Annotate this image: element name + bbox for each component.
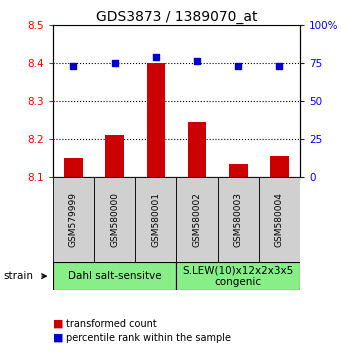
Point	[153, 54, 159, 59]
Bar	[64, 158, 83, 177]
Bar	[177, 262, 300, 290]
Bar	[270, 156, 289, 177]
Bar	[53, 177, 94, 262]
Point	[112, 60, 117, 66]
Text: Dahl salt-sensitve: Dahl salt-sensitve	[68, 271, 162, 281]
Text: percentile rank within the sample: percentile rank within the sample	[66, 333, 232, 343]
Text: ■: ■	[53, 319, 63, 329]
Text: GSM580003: GSM580003	[234, 192, 243, 247]
Text: GSM580002: GSM580002	[193, 192, 202, 247]
Text: ■: ■	[53, 333, 63, 343]
Point	[71, 63, 76, 69]
Bar	[177, 177, 218, 262]
Point	[236, 63, 241, 69]
Text: GSM580001: GSM580001	[151, 192, 160, 247]
Text: strain: strain	[3, 271, 33, 281]
Title: GDS3873 / 1389070_at: GDS3873 / 1389070_at	[96, 10, 257, 24]
Bar	[259, 177, 300, 262]
Bar	[147, 63, 165, 177]
Bar	[188, 122, 206, 177]
Point	[277, 63, 282, 69]
Text: GSM580004: GSM580004	[275, 192, 284, 247]
Bar	[229, 164, 248, 177]
Bar	[218, 177, 259, 262]
Bar	[53, 262, 177, 290]
Point	[194, 58, 200, 64]
Bar	[105, 135, 124, 177]
Text: GSM580000: GSM580000	[110, 192, 119, 247]
Text: transformed count: transformed count	[66, 319, 157, 329]
Bar	[135, 177, 177, 262]
Text: GSM579999: GSM579999	[69, 192, 78, 247]
Text: S.LEW(10)x12x2x3x5
congenic: S.LEW(10)x12x2x3x5 congenic	[183, 265, 294, 287]
Bar	[94, 177, 135, 262]
